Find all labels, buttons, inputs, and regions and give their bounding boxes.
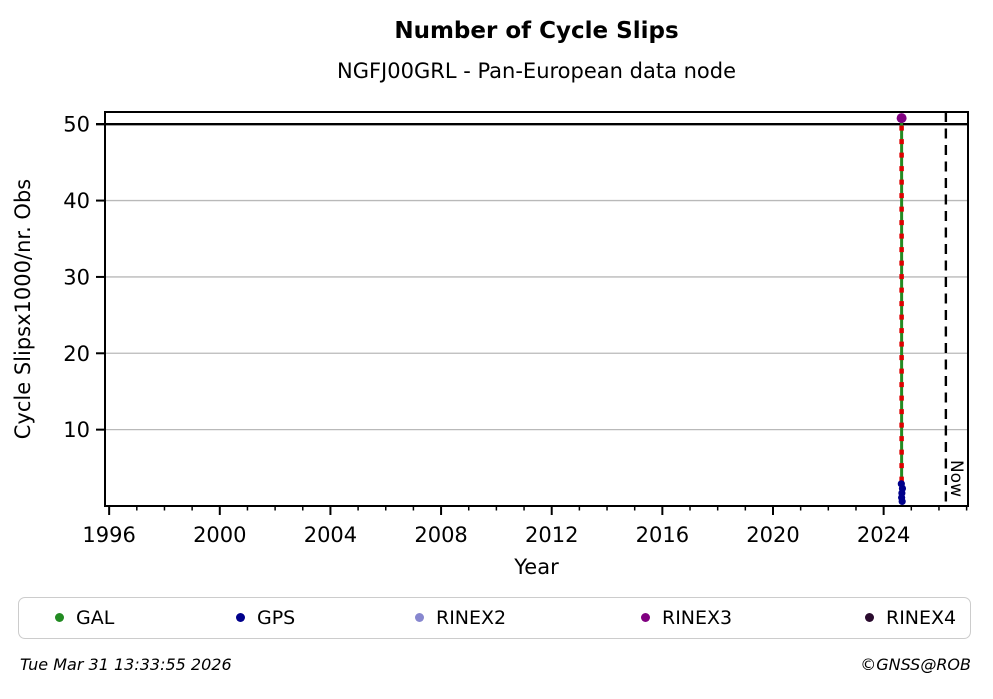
plot-timestamp: Tue Mar 31 13:33:55 2026: [20, 655, 232, 674]
plot-border: [104, 111, 969, 507]
series-rinex3-point: [896, 113, 907, 124]
rinex3-marker-icon: [641, 613, 650, 622]
chart-canvas: 1996 2000 2004 2008 2012 2016 2020 2024 10 20 30 40…: [11, 111, 969, 579]
gps-marker-icon: [236, 613, 245, 622]
chart-subtitle: NGFJ00GRL - Pan-European data node: [336, 59, 737, 83]
legend-label: RINEX4: [886, 606, 957, 629]
x-tick-label: 2008: [414, 523, 467, 547]
legend-item-rinex2[interactable]: RINEX2: [415, 598, 506, 637]
y-tick-label: 40: [63, 189, 90, 213]
x-tick-label: 2020: [746, 523, 799, 547]
legend-item-rinex3[interactable]: RINEX3: [641, 598, 732, 637]
series-gps-point: [898, 497, 906, 506]
y-tick-label: 10: [63, 418, 90, 442]
legend-label: GPS: [257, 606, 296, 629]
legend-label: RINEX2: [436, 606, 507, 629]
x-tick-label: 2024: [857, 523, 910, 547]
x-tick-label: 2016: [636, 523, 689, 547]
x-axis-label: Year: [513, 555, 559, 579]
now-line-label: Now: [946, 460, 966, 497]
legend-label: RINEX3: [662, 606, 733, 629]
y-axis-label: Cycle Slipsx1000/nr. Obs: [11, 179, 35, 439]
y-tick-label: 20: [63, 342, 90, 366]
y-tick-label: 50: [63, 113, 90, 137]
legend-item-rinex4[interactable]: RINEX4: [865, 598, 956, 637]
rinex4-marker-icon: [865, 613, 874, 622]
legend-item-gps[interactable]: GPS: [236, 598, 295, 637]
rinex2-marker-icon: [415, 613, 424, 622]
x-tick-label: 2004: [304, 523, 357, 547]
y-tick-label: 30: [63, 265, 90, 289]
x-tick-label: 2012: [525, 523, 578, 547]
gal-marker-icon: [55, 613, 64, 622]
x-tick-label: 2000: [193, 523, 246, 547]
x-tick-label: 1996: [82, 523, 135, 547]
legend-label: GAL: [76, 606, 115, 629]
chart-title: Number of Cycle Slips: [394, 18, 679, 44]
legend-item-gal[interactable]: GAL: [55, 598, 114, 637]
credit-watermark: ©GNSS@ROB: [860, 655, 971, 674]
chart-legend: GAL GPS RINEX2 RINEX3 RINEX4: [18, 597, 971, 639]
